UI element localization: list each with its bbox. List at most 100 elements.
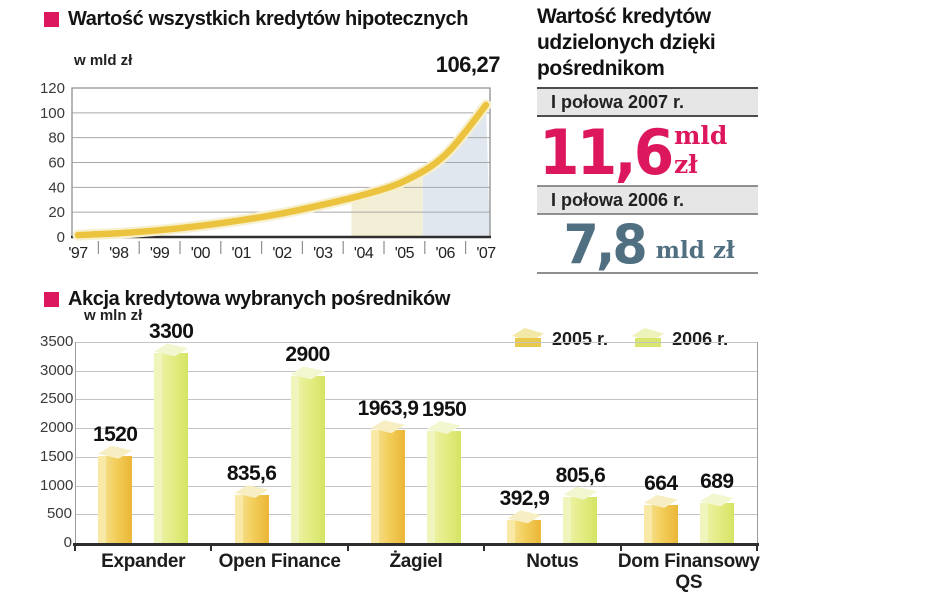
chart2-unit-label: w mln zł [84,307,143,324]
y-tick-label: 1000 [40,476,74,494]
bar-2005-Dom Finansowy QS [643,494,678,543]
bar-value-label: 392,9 [499,487,550,511]
chart1-unit-label: w mld zł [74,52,133,69]
gridline [75,514,757,516]
cube-2005-icon [512,328,544,350]
bar-2006-Żagiel [427,421,461,543]
bar-top-face [563,486,598,500]
shaded-band [351,171,423,237]
bar-left-face [507,520,516,543]
bar-left-face [699,503,708,543]
bar-left-face [643,504,652,543]
y-tick-label: 1500 [40,447,74,465]
bar-value-label: 664 [644,471,678,495]
panel-title: Wartość kredytów udzielonych dzięki pośr… [537,4,758,82]
bar-left-face [371,430,379,543]
bar-value-label: 3300 [149,320,194,344]
panel-title-line2: udzielonych dzięki [537,31,716,54]
bar-2006-Dom Finansowy QS [699,493,734,543]
bar-2005-Expander [98,445,133,543]
value-2007-row: 11,6 mld zł [537,117,758,185]
gridline [75,485,757,487]
line-chart: 0 20 40 60 80 100 120 '97 '98 '99 '00 '01 '02 '03 '04 '… [40,80,497,262]
plot-border [71,87,491,237]
x-tick-label: '98 [109,245,129,262]
y-tick-label: 40 [48,179,65,196]
bar-left-face [563,496,572,543]
bar-left-face [98,455,107,543]
y-tick-label: 120 [40,80,65,97]
bar-value-label: 689 [700,470,734,494]
bar-value-label: 805,6 [555,463,606,487]
y-tick-label: 2000 [40,419,74,437]
bar-left-face [290,376,299,543]
bar-chart-legend: 2005 r. 2006 r. [508,326,733,352]
legend-item-2005: 2005 r. [508,326,613,352]
y-tick-label: 500 [46,505,72,523]
x-tick [346,546,349,551]
bar-left-face [427,431,435,543]
period-2006-band: I połowa 2006 r. [537,185,758,215]
gridline [75,428,757,430]
panel-title-line3: pośrednikom [537,57,665,80]
bar-top-face [290,366,325,380]
chart2-title-row: Akcja kredytowa wybranych pośredników [44,288,450,311]
bar-left-face [154,353,163,543]
value-2007-unit: mld zł [673,121,728,179]
bar-2006-Expander [154,343,189,543]
x-tick [483,546,486,551]
cube-2006-icon [632,328,665,350]
y-tick-label: 100 [40,105,65,122]
x-tick [619,546,622,551]
value-2006-row: 7,8 mld zł [537,215,758,272]
value-2007: 11,6 [539,116,674,190]
plot-right-border [757,342,758,543]
bar-top-face [234,485,269,498]
category-label: Dom Finansowy QS [617,551,760,593]
y-tick-label: 0 [57,229,65,246]
y-tick-label: 20 [48,204,65,221]
bar-value-label: 1520 [93,422,138,446]
bar-left-face [234,495,243,543]
y-tick-label: 3500 [40,333,74,350]
legend-label-2005: 2005 r. [552,328,609,349]
x-tick-label: '02 [272,245,292,262]
bar-top-face [371,420,405,434]
bar-value-label: 1963,9 [357,397,419,421]
legend-item-2006: 2006 r. [628,326,733,352]
bar-2006-Notus [563,486,598,543]
y-tick-label: 80 [48,130,65,147]
bar-value-label: 835,6 [226,462,277,485]
bar-2005-Żagiel [371,420,405,543]
info-panel: Wartość kredytów udzielonych dzięki pośr… [537,4,758,275]
x-tick-label: '03 [313,245,333,262]
gridline [75,399,757,401]
x-tick [756,546,758,551]
bar-top-face [98,445,133,459]
bar-2005-Notus [507,510,542,543]
gridline [75,456,757,458]
bar-top-face [699,493,734,507]
y-tick-label: 3000 [40,361,74,379]
bar-chart: 2005 r. 2006 r. 0 500 1000 1500 2000 2500 3000… [40,318,770,593]
legend-label-2006: 2006 r. [672,328,729,349]
chart1-title: Wartość wszystkich kredytów hipotecznych [68,8,469,30]
bar-value-label: 2900 [285,343,330,367]
category-label: Notus [526,551,579,572]
x-tick [210,546,213,551]
line-series [74,101,490,239]
x-tick-label: '07 [476,245,496,262]
bar-top-face [643,494,678,508]
x-tick-label: '97 [68,245,88,262]
bar-value-label: 1950 [421,398,467,421]
x-tick-label: '05 [395,245,415,262]
bar-top-face [427,421,461,434]
y-tick-label: 0 [63,534,72,551]
x-tick-label: '04 [354,245,374,262]
category-label: Open Finance [218,551,341,572]
x-tick-label: '00 [191,245,211,262]
pink-square-icon [44,292,59,307]
chart1-annotation: 106,27 [435,52,501,77]
chart1-title-row: Wartość wszystkich kredytów hipotecznych [44,8,468,31]
pink-square-icon [44,12,59,27]
